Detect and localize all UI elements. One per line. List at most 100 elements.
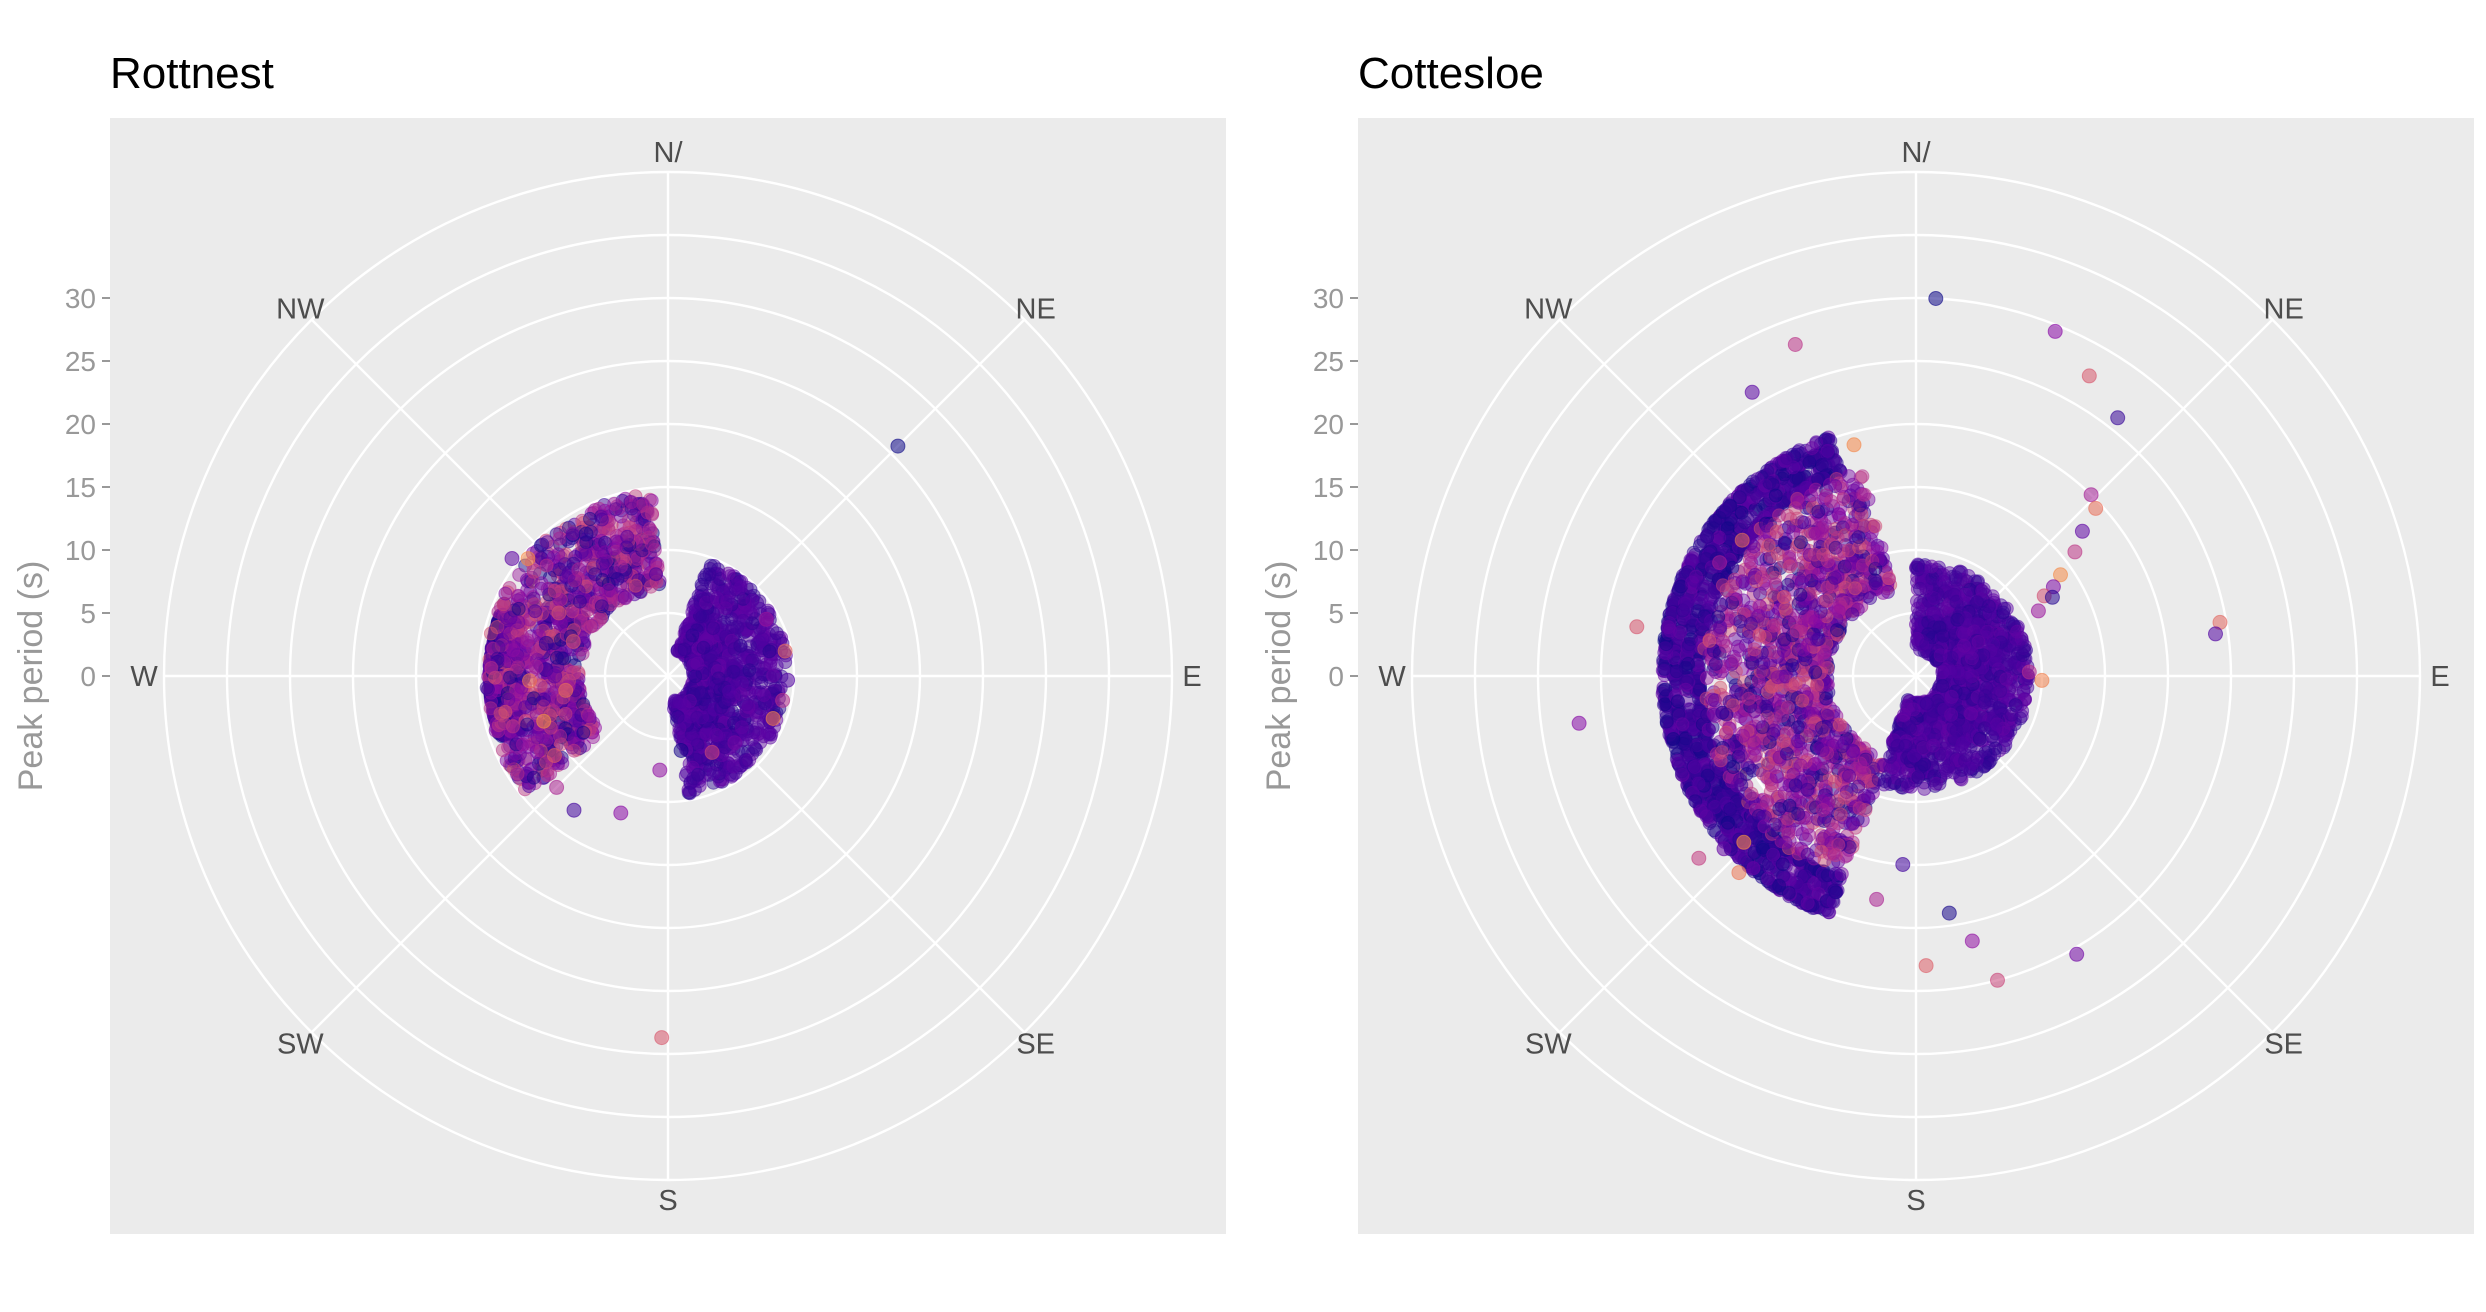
data-point [648, 567, 663, 582]
data-point [677, 642, 692, 657]
data-point [1736, 483, 1751, 498]
data-point [755, 632, 770, 646]
data-point [1666, 732, 1681, 746]
data-point [565, 634, 581, 649]
data-point [756, 688, 771, 702]
data-point [534, 581, 549, 596]
data-point [484, 661, 499, 675]
data-point [1684, 554, 1699, 569]
data-point [526, 563, 542, 579]
data-point [558, 706, 573, 721]
data-point [1712, 510, 1727, 525]
data-point [526, 770, 541, 785]
data-point [511, 615, 526, 630]
data-point [733, 638, 748, 653]
data-point [706, 766, 721, 781]
data-point [726, 759, 741, 774]
data-point [535, 537, 550, 552]
data-point [566, 802, 582, 818]
data-point [498, 704, 513, 719]
data-point [520, 717, 535, 732]
direction-label: E [1182, 661, 1201, 693]
data-point [645, 507, 660, 522]
data-point [1750, 472, 1765, 487]
data-point [654, 1030, 670, 1046]
radial-tick-label: 15 [65, 472, 96, 503]
data-point [1768, 488, 1783, 503]
data-point [536, 713, 552, 729]
data-point [530, 730, 545, 745]
data-point [551, 605, 567, 621]
data-point [601, 583, 616, 597]
data-point [704, 744, 720, 760]
data-point [568, 550, 583, 564]
data-point [745, 732, 760, 747]
data-point [572, 594, 587, 609]
data-point [673, 743, 689, 758]
data-point [552, 531, 567, 546]
data-point [547, 748, 562, 763]
data-point [565, 526, 580, 541]
data-point [549, 779, 565, 795]
data-point [777, 643, 793, 659]
data-point [1699, 529, 1714, 544]
data-point [518, 700, 533, 715]
data-point [528, 604, 543, 619]
data-point [765, 711, 781, 726]
data-point [739, 697, 754, 712]
data-point [733, 580, 748, 595]
data-point [1661, 620, 1676, 635]
data-point [522, 673, 537, 689]
data-point [501, 692, 516, 707]
data-point [613, 559, 628, 574]
direction-label: SE [1016, 1029, 1055, 1061]
data-point [528, 659, 544, 675]
data-point [738, 753, 753, 767]
data-point [1687, 759, 1702, 774]
data-point [1670, 694, 1685, 709]
data-point [766, 668, 781, 683]
data-point [1817, 868, 1832, 883]
data-point [762, 644, 777, 659]
data-point [598, 545, 613, 560]
data-point [582, 709, 597, 724]
data-point [1682, 637, 1697, 652]
data-point [1669, 664, 1684, 679]
polar-grid [162, 170, 1174, 1182]
data-point [555, 651, 570, 666]
data-point [690, 656, 705, 671]
data-point [1671, 582, 1686, 597]
data-point [734, 720, 749, 735]
direction-label: N/ [654, 137, 684, 169]
data-point [647, 543, 662, 557]
data-point [694, 685, 709, 700]
data-point [690, 710, 705, 725]
data-point [595, 556, 610, 571]
data-point [594, 512, 609, 527]
data-point [642, 522, 657, 536]
data-point [520, 551, 536, 567]
data-point [1828, 885, 1843, 900]
direction-label: W [130, 661, 158, 693]
data-point [688, 669, 703, 684]
data-point [567, 743, 581, 758]
data-point [685, 628, 700, 643]
data-point [510, 660, 525, 675]
data-point [1691, 776, 1706, 791]
data-point [583, 511, 597, 526]
data-point [1781, 885, 1796, 900]
data-point [1746, 861, 1761, 875]
data-point [495, 743, 510, 758]
data-point [775, 692, 791, 708]
data-point [1775, 857, 1790, 872]
data-point [1659, 714, 1674, 729]
radial-tick-label: 25 [65, 346, 96, 377]
data-point [539, 558, 554, 573]
data-point [1766, 847, 1781, 862]
data-point [1762, 475, 1777, 490]
data-point [745, 593, 760, 608]
panel-title: Cottesloe [1358, 49, 1544, 98]
data-point [1697, 579, 1711, 594]
